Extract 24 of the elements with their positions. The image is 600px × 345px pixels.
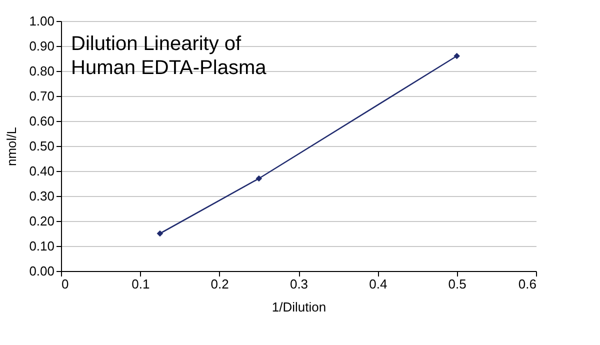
y-tick-label: 0.40 [29,164,54,178]
y-tick-label: 0.90 [29,38,54,54]
y-tick-label: 0.60 [29,114,54,128]
x-tick-label: 0.5 [448,276,466,292]
point [256,175,262,182]
y-tick-label: 0.20 [29,214,54,228]
point [454,52,460,60]
y-axis-title: nmol/L [4,126,20,166]
y-tick-label: 0.80 [29,64,54,78]
x-tick-label: 0.1 [132,276,150,292]
y-tick-label: 0.00 [29,264,54,278]
y-tick-label: 0.50 [29,138,54,154]
x-tick-label: 0.3 [290,276,308,292]
y-tick-label: 1.00 [29,14,54,28]
x-tick-label: 0.2 [210,276,229,292]
point [156,230,164,237]
y-tick-label: 0.30 [29,188,54,204]
x-tick-label: 0.4 [369,276,388,292]
y-tick-label: 0.10 [29,238,54,254]
y-tick-label: 0.70 [29,88,54,104]
text: Dilution Linearity of Human EDTA-Plasma [71,33,268,79]
x-axis-title: 1/Dilution [272,300,326,314]
x-tick-label: 0.6 [518,276,536,292]
x-tick-label: 0 [62,276,69,292]
